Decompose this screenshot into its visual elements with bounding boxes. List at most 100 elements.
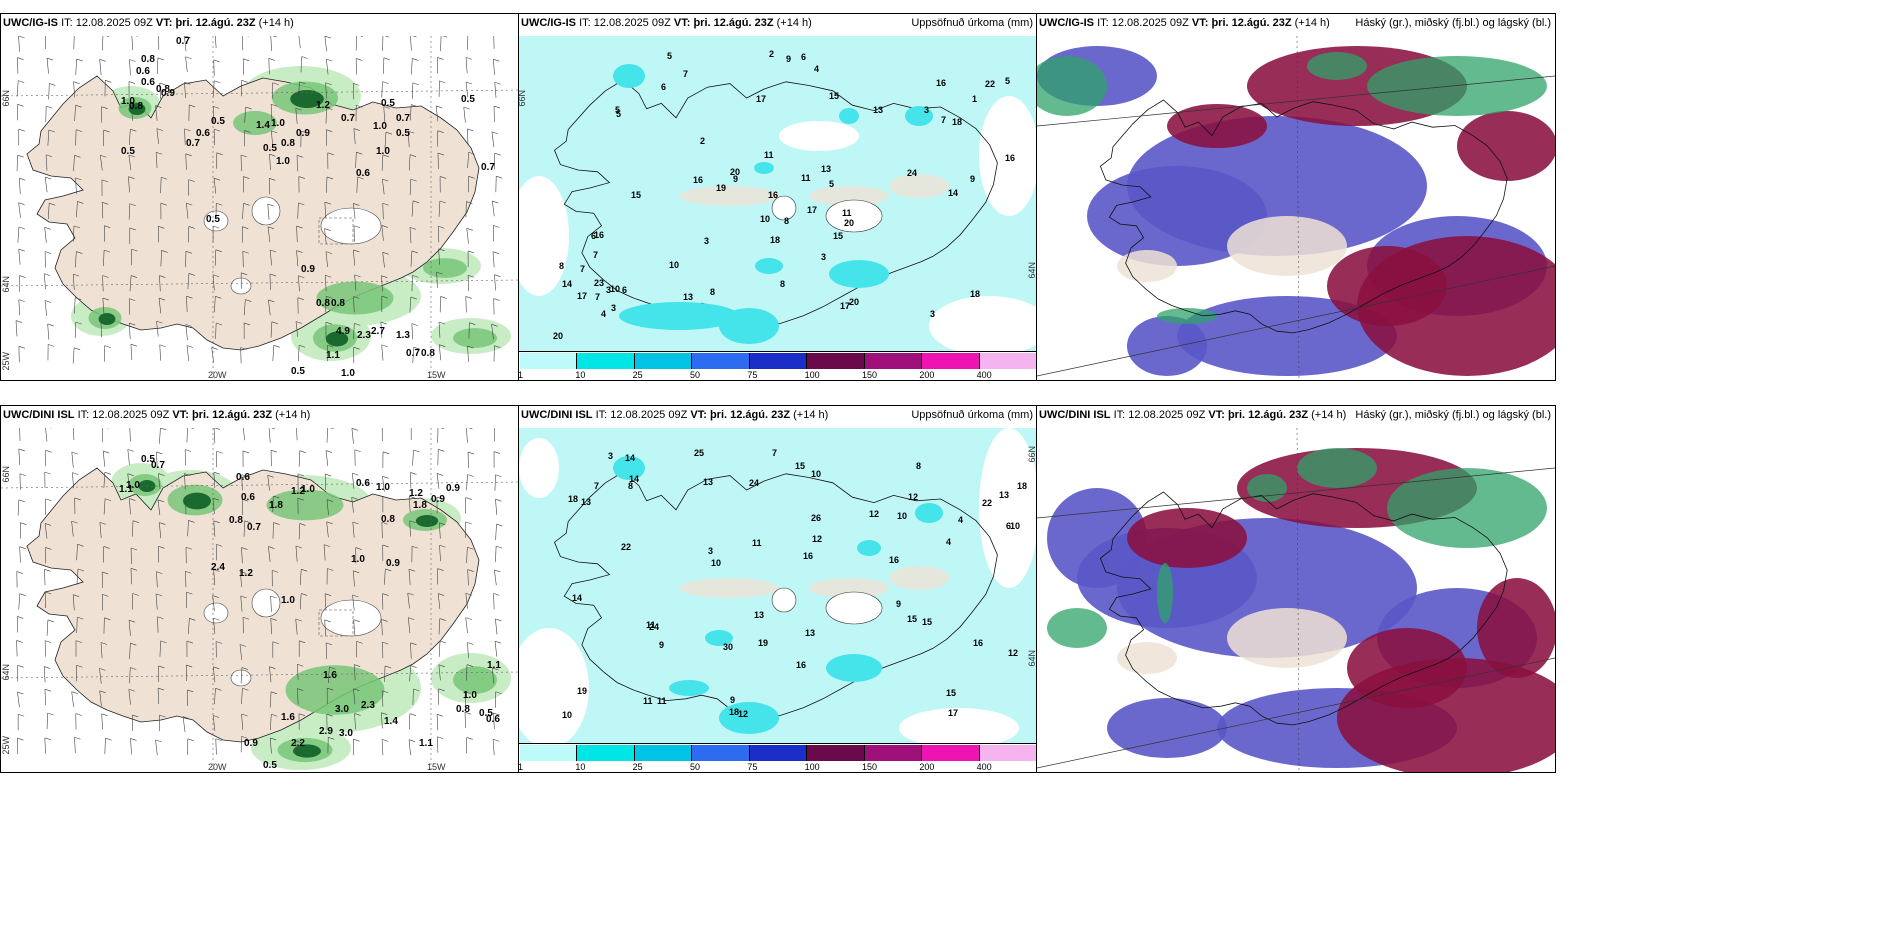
wind-barb-feather: [382, 202, 389, 206]
wind-barb-feather: [240, 347, 247, 350]
wind-barb: [214, 249, 217, 266]
wind-barb: [295, 740, 298, 757]
wind-barb: [408, 713, 411, 730]
wind-barb-feather: [492, 667, 499, 671]
precip-background: [519, 36, 1037, 352]
wind-barb-feather: [353, 225, 361, 229]
precip-area-medium: [826, 654, 882, 682]
precip-value-label: 5: [667, 51, 672, 61]
high-cloud-area: [1037, 56, 1107, 116]
wind-barb: [99, 59, 102, 75]
wind-barb: [409, 227, 412, 244]
wind-barb-feather: [188, 273, 196, 276]
wind-barb: [381, 275, 383, 292]
precip-value-label: 5: [615, 105, 620, 115]
wind-barb-feather: [155, 739, 162, 743]
wind-barb-feather: [467, 128, 474, 132]
precip-value-label: 17: [948, 708, 958, 718]
wind-barb-feather: [299, 450, 306, 453]
wind-barb: [76, 617, 78, 634]
wind-barb: [381, 619, 383, 636]
wind-barb: [101, 202, 104, 219]
wind-barb-feather: [354, 323, 361, 326]
panel-field-title: Háský (gr.), miðský (fj.bl.) og lágský (…: [1355, 409, 1551, 421]
colorbar-cell: [922, 745, 980, 761]
wind-barb: [18, 299, 21, 316]
wind-barb: [44, 300, 48, 316]
wind-barb-feather: [44, 300, 52, 303]
wind-barb: [270, 595, 272, 612]
wind-barb: [381, 690, 384, 707]
precip-value-label: 3: [930, 309, 935, 319]
precip-value-label: 1.4: [384, 716, 398, 727]
precip-value-label: 7: [593, 250, 598, 260]
wind-barb-feather: [465, 296, 472, 299]
wind-barb: [71, 691, 74, 707]
wind-barb-feather: [44, 273, 51, 276]
wind-barb: [74, 322, 77, 339]
glacier: [771, 195, 797, 221]
precip-value-label: 3: [704, 236, 709, 246]
wind-barb-feather: [408, 617, 415, 620]
wind-barb: [467, 569, 469, 586]
wind-barb: [271, 130, 274, 147]
wind-barb-feather: [324, 201, 331, 205]
wind-barb: [72, 274, 75, 290]
wind-barb: [324, 228, 327, 244]
wind-barb: [493, 713, 495, 729]
wind-barb: [213, 618, 216, 634]
wind-barb: [184, 128, 186, 145]
wind-barb: [297, 275, 300, 292]
wind-barb-feather: [187, 689, 194, 693]
wind-barb-feather: [439, 618, 446, 621]
precip-value-label: 0.8: [456, 704, 470, 715]
precip-value-label: 23: [594, 278, 604, 288]
precip-value-label: 15: [907, 614, 917, 624]
precip-value-label: 3: [606, 285, 611, 295]
wind-barb-feather: [268, 546, 275, 549]
precip-value-label: 6: [801, 52, 806, 62]
wind-barb-feather: [159, 344, 166, 348]
wind-barb-feather: [213, 715, 220, 718]
no-precip-area: [519, 176, 569, 296]
precip-value-label: 0.5: [461, 94, 475, 105]
wind-barb: [184, 82, 186, 99]
mid-cloud-area: [1477, 578, 1555, 678]
wind-barb: [465, 81, 469, 98]
wind-barb: [100, 321, 103, 338]
wind-barb-feather: [324, 228, 331, 231]
wind-barb-feather: [17, 691, 24, 695]
wind-barb-feather: [327, 152, 334, 156]
precip-value-label: 8: [916, 461, 921, 471]
wind-barb: [215, 322, 217, 339]
wind-barb: [73, 225, 75, 242]
wind-barb: [212, 498, 215, 514]
wind-barb-feather: [436, 714, 444, 717]
precip-value-label: 13: [581, 497, 591, 507]
wind-barb-feather: [157, 499, 165, 503]
panel-top-mid-precip: UWC/IG-IS IT: 12.08.2025 09Z VT: þri. 12…: [518, 13, 1038, 381]
precip-value-label: 8: [780, 279, 785, 289]
wind-barb: [495, 499, 498, 515]
wind-barb-feather: [156, 151, 163, 155]
wind-barb: [17, 499, 20, 516]
wind-barb: [128, 129, 131, 146]
wind-barb: [409, 520, 411, 537]
wind-barb-feather: [159, 275, 166, 278]
wind-barb-feather: [104, 225, 111, 228]
wind-barb-feather: [465, 81, 473, 85]
wind-barb-feather: [46, 105, 53, 109]
wind-barb: [127, 473, 130, 490]
wind-barb-feather: [241, 474, 248, 477]
wind-barb: [101, 713, 103, 730]
precip-value-label: 2.7: [371, 326, 385, 337]
colorbar-label: 400: [976, 370, 992, 380]
wind-barb-feather: [297, 473, 305, 477]
colorbar-cell: [807, 745, 865, 761]
wind-barb-feather: [161, 176, 168, 180]
precip-value-label: 5: [829, 179, 834, 189]
wind-barb-feather: [327, 568, 334, 571]
wind-barb-feather: [102, 571, 109, 575]
wind-barb: [466, 228, 469, 244]
wind-barb: [407, 593, 410, 609]
